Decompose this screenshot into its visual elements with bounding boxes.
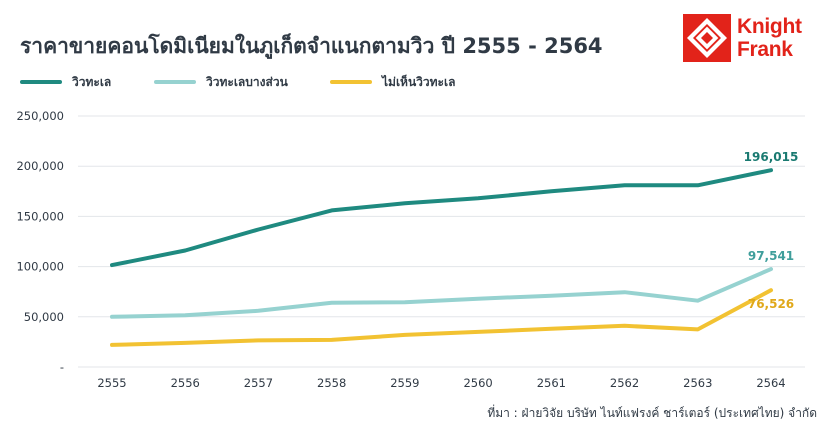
- knight-frank-logo-icon: [683, 14, 731, 62]
- brand-line2: Frank: [737, 38, 793, 61]
- data-label: 76,526: [748, 297, 794, 311]
- x-tick-label: 2555: [97, 376, 126, 390]
- x-tick-label: 2556: [171, 376, 200, 390]
- x-tick-label: 2562: [610, 376, 639, 390]
- x-tick-label: 2560: [463, 376, 492, 390]
- data-label: 97,541: [748, 249, 794, 263]
- y-tick-label: 250,000: [16, 109, 64, 123]
- chart-title: ราคาขายคอนโดมิเนียมในภูเก็ตจำแนกตามวิว ป…: [20, 34, 603, 58]
- series-line: [110, 267, 773, 319]
- y-tick-label: -: [60, 360, 64, 374]
- knight-frank-logo: Knight Frank: [683, 14, 823, 66]
- y-tick-label: 150,000: [16, 209, 64, 223]
- data-label: 196,015: [744, 150, 799, 164]
- series-line: [110, 168, 773, 268]
- x-tick-label: 2564: [756, 376, 785, 390]
- legend-label-partial-sea-view: วิวทะเลบางส่วน: [206, 75, 288, 89]
- brand-line1: Knight: [737, 15, 802, 38]
- y-tick-label: 50,000: [24, 310, 64, 324]
- x-tick-label: 2557: [244, 376, 273, 390]
- x-tick-label: 2559: [390, 376, 419, 390]
- legend-swatch-sea-view: [20, 80, 62, 84]
- series-line: [110, 288, 773, 347]
- y-tick-label: 200,000: [16, 159, 64, 173]
- y-tick-label: 100,000: [16, 260, 64, 274]
- legend-swatch-no-sea-view: [330, 80, 372, 84]
- x-tick-label: 2563: [683, 376, 712, 390]
- x-tick-label: 2561: [537, 376, 566, 390]
- source-note: ที่มา : ฝ่ายวิจัย บริษัท ไนท์แฟรงค์ ชาร์…: [487, 406, 817, 420]
- legend-label-no-sea-view: ไม่เห็นวิวทะเล: [382, 75, 456, 89]
- legend-swatch-partial-sea-view: [154, 80, 196, 84]
- legend-label-sea-view: วิวทะเล: [72, 75, 112, 89]
- x-tick-label: 2558: [317, 376, 346, 390]
